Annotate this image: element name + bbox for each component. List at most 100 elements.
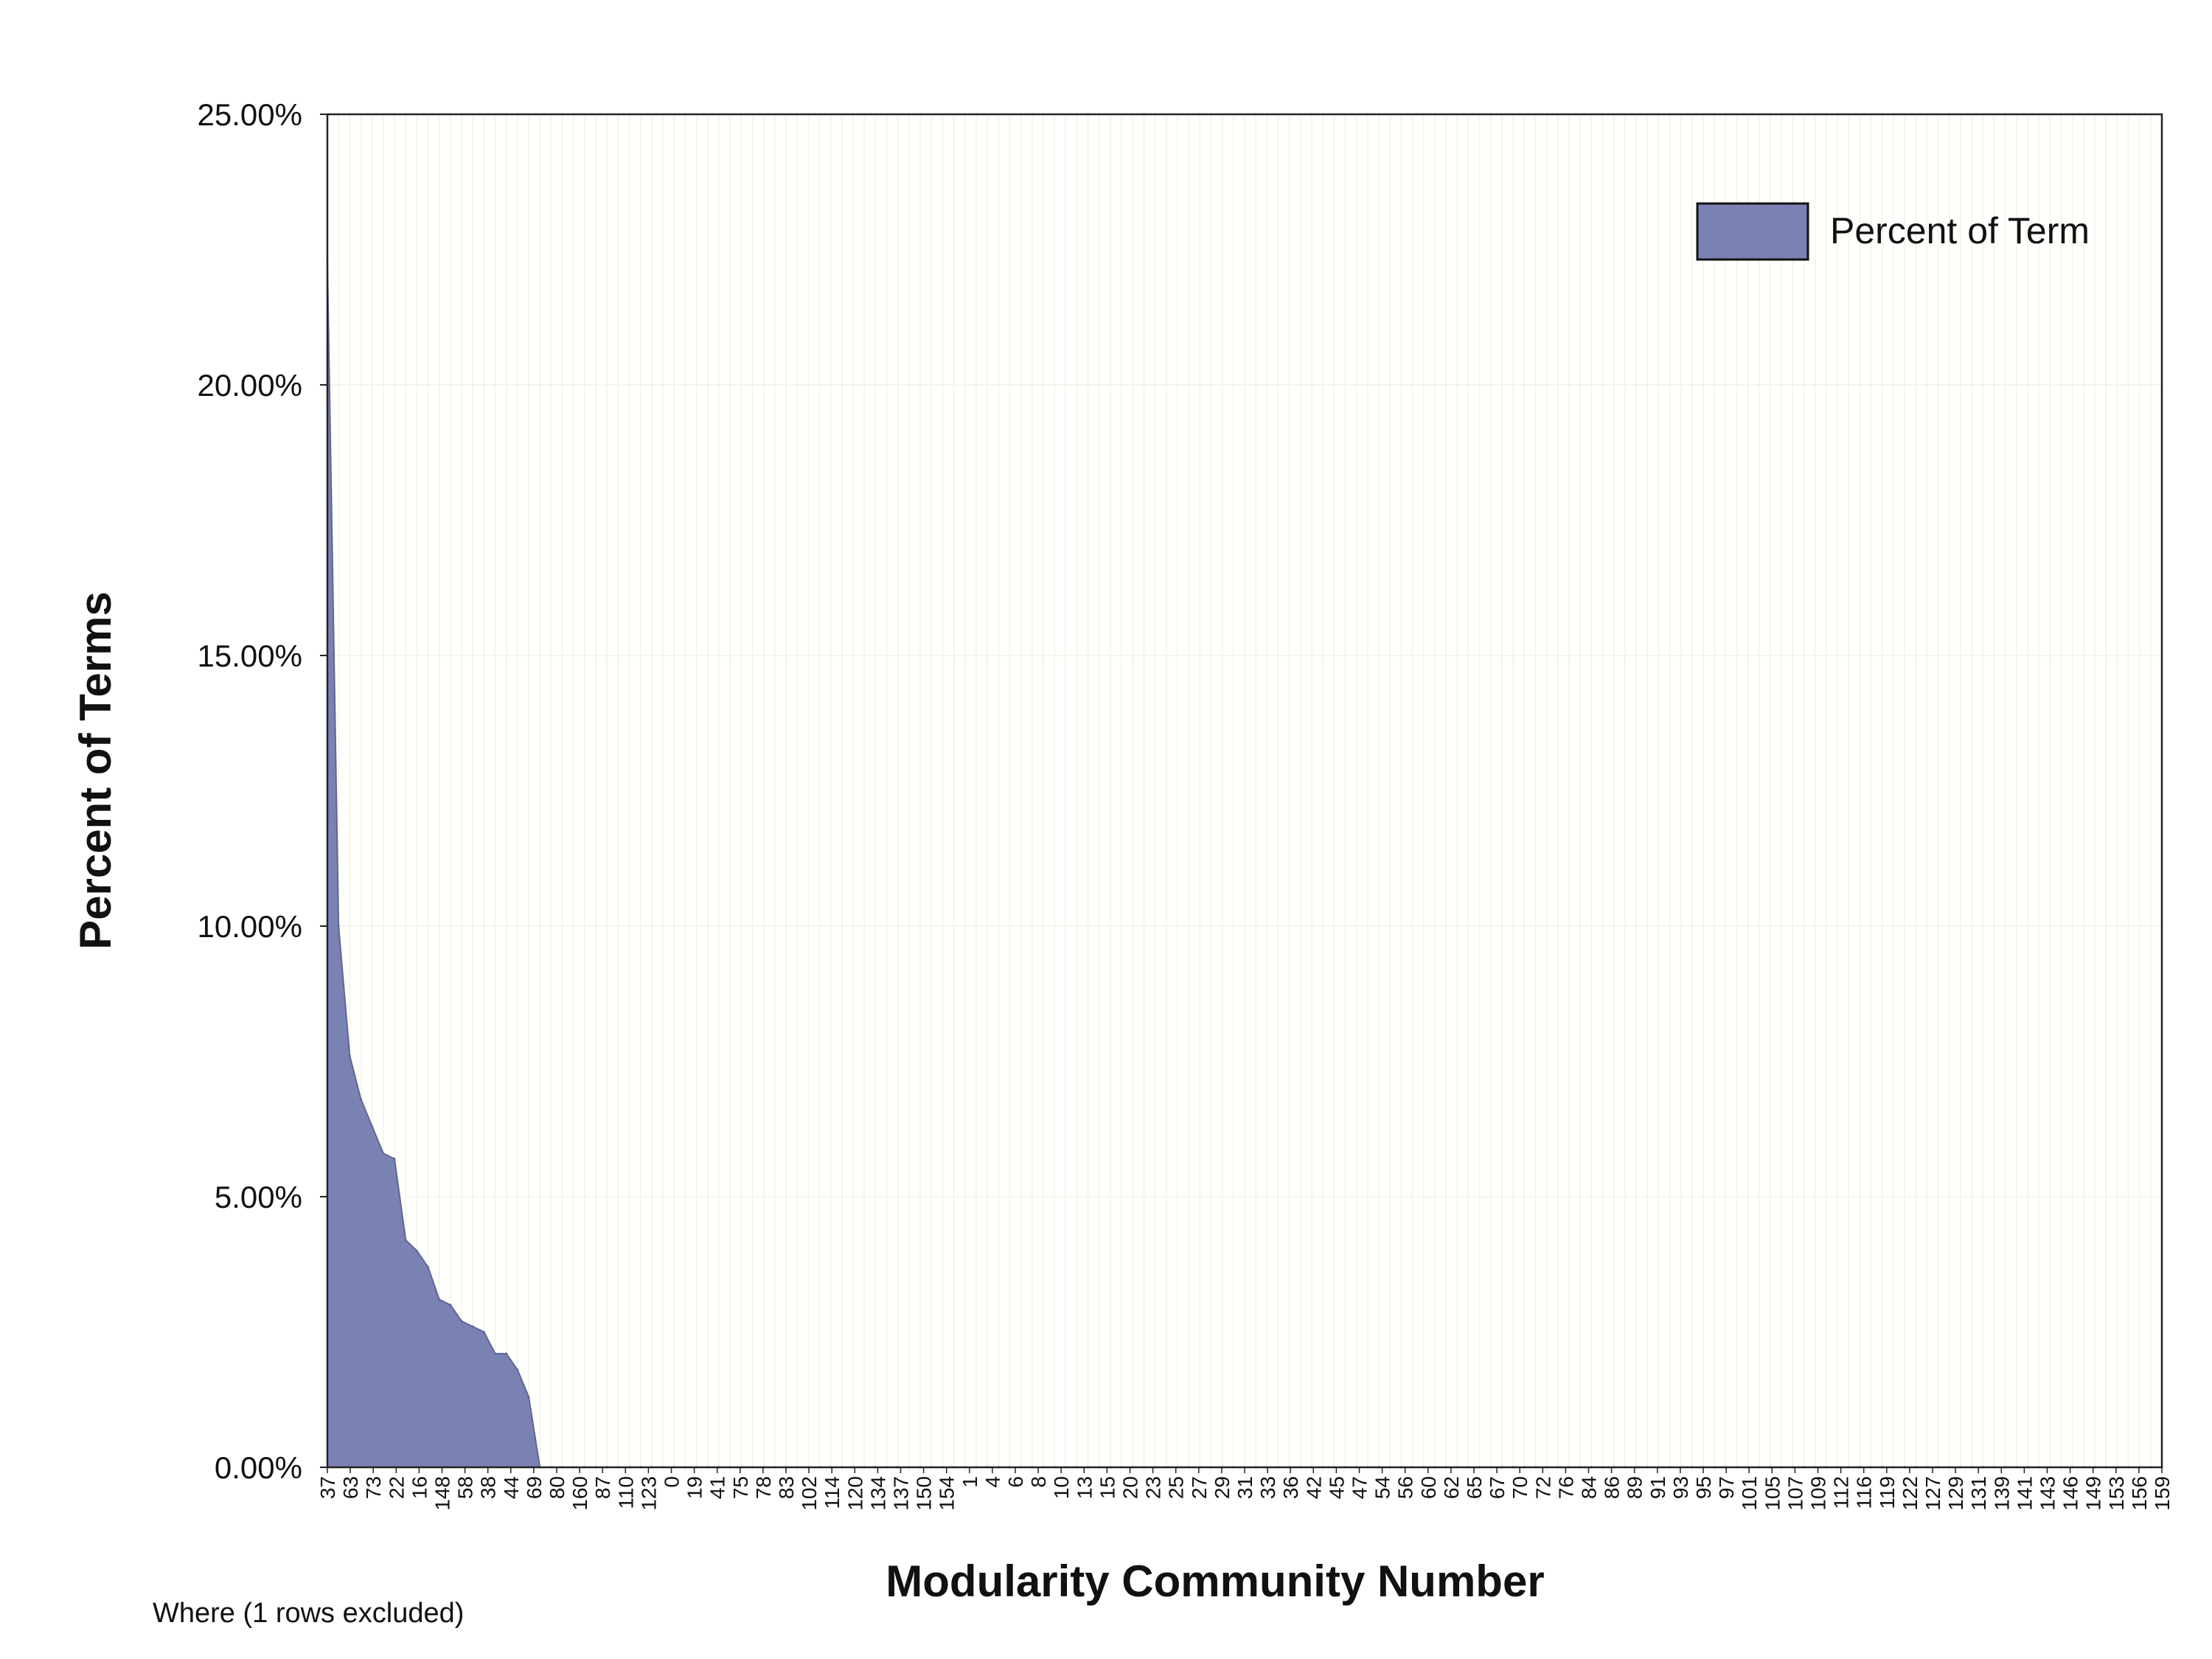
x-tick-label: 91 — [1646, 1476, 1669, 1499]
data-point — [516, 1368, 519, 1371]
x-tick-label: 150 — [913, 1476, 936, 1511]
x-tick-label: 63 — [339, 1476, 362, 1499]
data-point — [494, 1352, 497, 1355]
x-tick-label: 159 — [2151, 1476, 2174, 1511]
x-tick-label: 38 — [477, 1476, 500, 1499]
x-tick-label: 78 — [752, 1476, 775, 1499]
x-tick-label: 105 — [1761, 1476, 1784, 1511]
y-axis-title: Percent of Terms — [71, 591, 120, 950]
x-tick-label: 153 — [2105, 1476, 2128, 1511]
x-tick-label: 27 — [1188, 1476, 1211, 1499]
x-tick-label: 146 — [2059, 1476, 2082, 1511]
x-tick-label: 16 — [408, 1476, 431, 1499]
x-tick-label: 22 — [385, 1476, 408, 1499]
x-tick-label: 137 — [890, 1476, 913, 1511]
x-tick-label: 23 — [1142, 1476, 1165, 1499]
x-tick-label: 141 — [2013, 1476, 2036, 1511]
x-tick-label: 109 — [1807, 1476, 1830, 1511]
x-tick-label: 83 — [775, 1476, 798, 1499]
x-tick-label: 139 — [1990, 1476, 2013, 1511]
x-tick-label: 33 — [1256, 1476, 1279, 1499]
x-tick-label: 89 — [1624, 1476, 1646, 1499]
x-tick-label: 80 — [546, 1476, 568, 1499]
legend: Percent of Term — [1696, 202, 2090, 261]
data-point — [371, 1125, 374, 1128]
x-tick-label: 143 — [2037, 1476, 2059, 1511]
data-point — [404, 1239, 407, 1242]
x-tick-label: 41 — [706, 1476, 729, 1499]
grid — [327, 114, 2163, 1468]
x-tick-label: 110 — [614, 1476, 637, 1509]
x-tick-label: 31 — [1234, 1476, 1256, 1499]
legend-label: Percent of Term — [1830, 210, 2090, 251]
x-tick-label: 114 — [821, 1476, 844, 1509]
x-tick-label: 95 — [1692, 1476, 1715, 1499]
x-tick-label: 10 — [1050, 1476, 1073, 1499]
x-tick-labels: 37 63 73 22 16 148 58 38 44 69 80 160 87 110 123 0 19 41 7… — [316, 1467, 2174, 1511]
x-tick-label: 149 — [2082, 1476, 2105, 1511]
x-tick-label: 47 — [1349, 1476, 1371, 1499]
x-tick-label: 54 — [1371, 1476, 1394, 1499]
x-tick-label: 84 — [1578, 1476, 1601, 1499]
data-point — [382, 1152, 385, 1155]
x-tick-label: 107 — [1784, 1476, 1806, 1511]
data-point — [505, 1352, 508, 1355]
data-point — [337, 925, 340, 928]
x-tick-label: 70 — [1509, 1476, 1531, 1499]
x-tick-label: 0 — [661, 1476, 684, 1488]
x-tick-label: 36 — [1279, 1476, 1302, 1499]
x-tick-label: 120 — [844, 1476, 866, 1511]
x-tick-label: 86 — [1601, 1476, 1624, 1499]
x-tick-label: 37 — [316, 1476, 339, 1499]
x-tick-label: 67 — [1486, 1476, 1509, 1499]
x-tick-label: 154 — [936, 1476, 959, 1511]
x-tick-label: 160 — [568, 1476, 591, 1511]
data-point — [393, 1158, 396, 1161]
y-tick-label: 20.00% — [198, 368, 302, 403]
y-tick-label: 25.00% — [198, 97, 302, 132]
x-tick-label: 29 — [1211, 1476, 1234, 1499]
y-tick-labels: 0.00% 5.00% 10.00% 15.00% 20.00% 25.00% — [198, 97, 327, 1485]
data-point — [415, 1249, 418, 1252]
x-tick-label: 131 — [1967, 1476, 1990, 1511]
x-tick-label: 73 — [362, 1476, 385, 1499]
x-tick-label: 58 — [454, 1476, 477, 1499]
x-tick-label: 134 — [866, 1476, 889, 1511]
y-tick-label: 15.00% — [198, 639, 302, 673]
x-tick-label: 75 — [729, 1476, 752, 1499]
y-tick-label: 5.00% — [215, 1180, 302, 1214]
x-tick-label: 93 — [1669, 1476, 1692, 1499]
x-tick-label: 19 — [684, 1476, 706, 1499]
data-point — [460, 1320, 463, 1323]
x-tick-label: 102 — [798, 1476, 821, 1511]
data-point — [360, 1098, 363, 1101]
excluded-rows-note: Where (1 rows excluded) — [153, 1598, 464, 1629]
x-tick-label: 112 — [1830, 1476, 1853, 1509]
data-point — [482, 1331, 485, 1333]
data-point — [438, 1298, 441, 1301]
x-tick-label: 65 — [1463, 1476, 1486, 1499]
x-tick-label: 44 — [500, 1476, 523, 1499]
data-point — [348, 1054, 351, 1057]
y-tick-label: 0.00% — [215, 1450, 302, 1485]
x-tick-label: 4 — [981, 1476, 1004, 1488]
x-tick-label: 122 — [1899, 1476, 1921, 1511]
x-tick-label: 60 — [1417, 1476, 1440, 1499]
x-tick-label: 13 — [1073, 1476, 1096, 1499]
x-tick-label: 76 — [1554, 1476, 1577, 1499]
x-tick-label: 69 — [523, 1476, 546, 1499]
x-tick-label: 45 — [1325, 1476, 1348, 1499]
x-tick-label: 148 — [431, 1476, 454, 1511]
x-tick-label: 116 — [1853, 1476, 1876, 1509]
y-tick-label: 10.00% — [198, 909, 302, 944]
x-tick-label: 72 — [1531, 1476, 1554, 1499]
data-point — [449, 1304, 452, 1307]
x-tick-label: 20 — [1119, 1476, 1142, 1499]
legend-swatch — [1696, 202, 1809, 261]
x-tick-label: 119 — [1876, 1476, 1899, 1509]
x-tick-label: 56 — [1394, 1476, 1417, 1499]
x-tick-label: 101 — [1738, 1476, 1761, 1511]
x-tick-label: 127 — [1921, 1476, 1944, 1511]
x-tick-label: 42 — [1302, 1476, 1325, 1499]
